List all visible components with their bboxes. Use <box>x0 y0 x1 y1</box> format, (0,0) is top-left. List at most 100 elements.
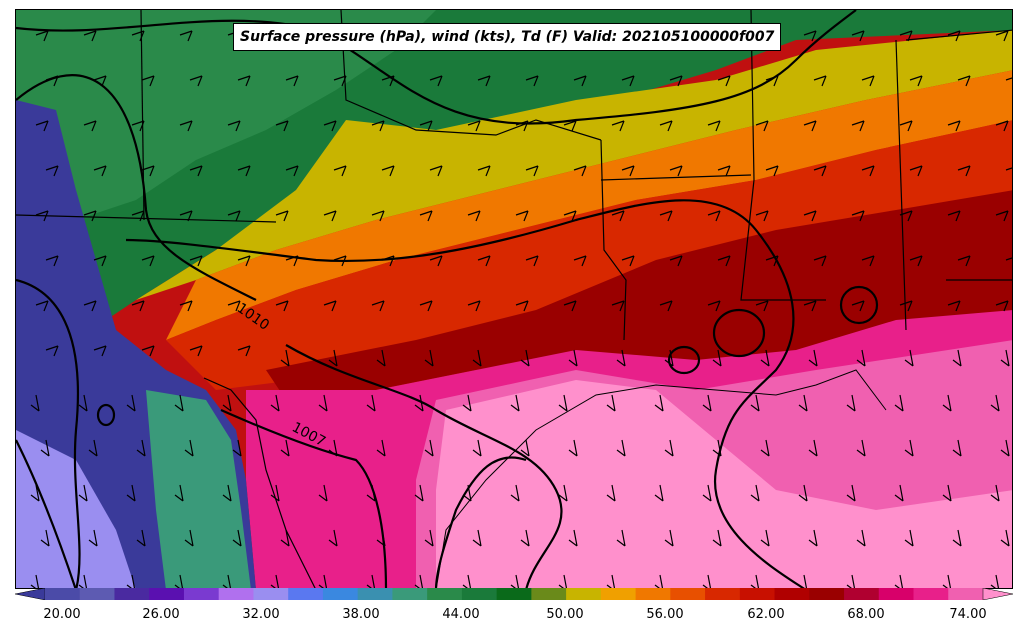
wind-barb <box>563 300 577 312</box>
wind-barb <box>947 300 961 312</box>
colorbar-cell <box>183 588 220 600</box>
wind-barb <box>424 349 434 367</box>
colorbar-tick-label: 44.00 <box>442 607 480 622</box>
colorbar-cell <box>600 588 637 600</box>
wind-barb <box>515 210 529 222</box>
wind-barb <box>760 529 770 547</box>
wind-barb <box>30 394 40 412</box>
wind-barb <box>414 574 424 588</box>
wind-barb <box>899 300 913 312</box>
wind-barb <box>93 255 107 267</box>
wind-barb <box>179 300 193 312</box>
wind-barb <box>606 394 616 412</box>
wind-barb <box>808 529 818 547</box>
wind-barb <box>477 75 491 87</box>
wind-barb <box>942 484 952 502</box>
colorbar-cell <box>218 588 254 600</box>
wind-barb <box>270 394 280 412</box>
map-graphic: 1010 1007 <box>16 10 1012 588</box>
wind-barb <box>717 165 731 177</box>
wind-barb <box>856 349 866 367</box>
wind-barb <box>712 529 722 547</box>
wind-barb <box>798 394 808 412</box>
wind-barb <box>376 529 386 547</box>
wind-barb <box>606 574 616 588</box>
colorbar-cell <box>253 588 289 600</box>
wind-barb <box>957 165 971 177</box>
wind-barb <box>702 574 712 588</box>
wind-barb <box>83 30 97 42</box>
wind-barb <box>520 349 530 367</box>
wind-barb <box>366 484 376 502</box>
colorbar-cell <box>392 588 428 600</box>
colorbar-cell <box>913 588 949 600</box>
wind-barb <box>659 300 673 312</box>
wind-barb <box>477 255 491 267</box>
wind-barb <box>280 529 290 547</box>
wind-barb <box>141 75 155 87</box>
wind-barb <box>621 75 635 87</box>
wind-barb <box>664 349 674 367</box>
wind-barb <box>227 210 241 222</box>
wind-barb <box>904 529 914 547</box>
wind-barb <box>813 75 827 87</box>
wind-barb <box>419 120 433 132</box>
wind-barb <box>371 210 385 222</box>
wind-barb <box>429 165 443 177</box>
wind-barb <box>93 75 107 87</box>
wind-barb <box>30 574 40 588</box>
wind-barb <box>45 75 59 87</box>
dewpoint-region-bluegreen <box>146 390 251 588</box>
wind-barb <box>904 439 914 457</box>
wind-barb <box>429 75 443 87</box>
wind-barb <box>285 165 299 177</box>
wind-barb <box>760 349 770 367</box>
wind-barb <box>126 394 136 412</box>
wind-barb <box>899 210 913 222</box>
wind-barb <box>222 394 232 412</box>
wind-barb <box>275 120 289 132</box>
wind-barb <box>285 255 299 267</box>
wind-barb <box>995 30 1009 42</box>
wind-barb <box>909 165 923 177</box>
wind-barb <box>803 120 817 132</box>
wind-barb <box>141 345 155 357</box>
wind-barb <box>93 165 107 177</box>
colorbar-cell <box>705 588 741 600</box>
wind-barb <box>669 165 683 177</box>
wind-barb <box>462 394 472 412</box>
wind-barb <box>606 484 616 502</box>
colorbar-cell <box>357 588 393 600</box>
wind-barb <box>237 255 251 267</box>
colorbar-tick-label: 38.00 <box>342 607 380 622</box>
wind-barb <box>702 394 712 412</box>
wind-barb <box>755 120 769 132</box>
wind-barb <box>45 345 59 357</box>
wind-barb <box>573 255 587 267</box>
wind-barb <box>414 484 424 502</box>
wind-barb <box>275 210 289 222</box>
wind-barb <box>573 75 587 87</box>
wind-barb <box>851 30 865 42</box>
colorbar-tick-label: 56.00 <box>646 607 684 622</box>
wind-barb <box>472 349 482 367</box>
colorbar-tick-label: 62.00 <box>747 607 785 622</box>
wind-barb <box>237 165 251 177</box>
wind-barb <box>174 574 184 588</box>
wind-barb <box>366 574 376 588</box>
wind-barb <box>990 574 1000 588</box>
wind-barb <box>136 439 146 457</box>
colorbar-cell <box>427 588 463 600</box>
wind-barb <box>995 210 1009 222</box>
wind-barb <box>467 210 481 222</box>
wind-barb <box>40 529 50 547</box>
wind-barb <box>429 255 443 267</box>
wind-barb <box>78 484 88 502</box>
wind-barb <box>558 394 568 412</box>
wind-barb <box>765 255 779 267</box>
wind-barb <box>131 120 145 132</box>
wind-barb <box>174 394 184 412</box>
wind-barb <box>616 439 626 457</box>
wind-barb <box>1000 529 1010 547</box>
wind-barb <box>899 120 913 132</box>
